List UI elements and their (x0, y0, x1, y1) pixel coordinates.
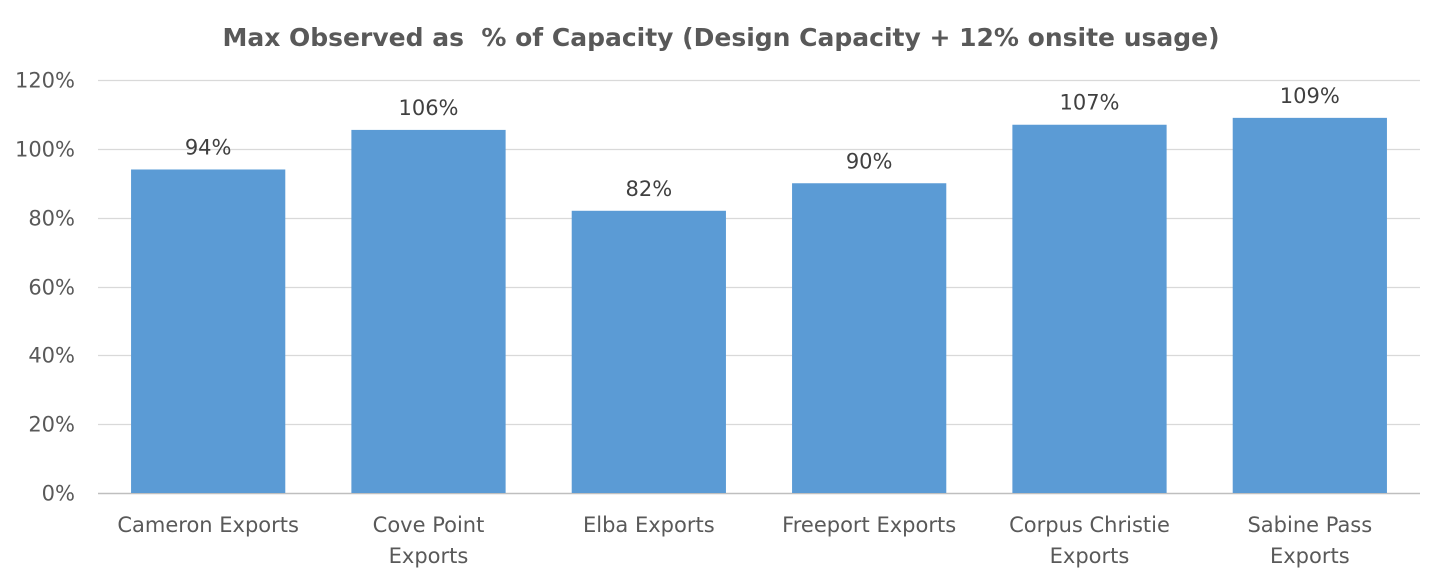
y-tick-label: 0% (42, 482, 75, 506)
x-axis: Cameron Exports Cove Point Exports Elba Exp… (117, 513, 1372, 568)
bar (792, 183, 947, 493)
y-tick-label: 80% (28, 207, 75, 231)
x-tick-label: Sabine Pass Exports (1247, 513, 1372, 568)
data-label: 109% (1280, 84, 1340, 108)
data-label: 90% (846, 149, 893, 173)
chart-title: Max Observed as % of Capacity (Design Ca… (222, 23, 1219, 52)
data-labels: 94% 106% 82% 90% 107% 109% (185, 84, 1340, 201)
bar (131, 169, 286, 493)
y-tick-label: 120% (15, 69, 75, 93)
bar (1012, 124, 1167, 493)
bar (1232, 117, 1387, 493)
data-label: 82% (625, 177, 672, 201)
y-axis: 0% 20% 40% 60% 80% 100% 120% (15, 69, 75, 506)
x-tick-label: Freeport Exports (782, 513, 956, 537)
x-tick-label: Corpus Christie Exports (1009, 513, 1170, 568)
gridlines (98, 79, 1420, 495)
x-tick-label: Elba Exports (583, 513, 715, 537)
y-tick-label: 20% (28, 413, 75, 437)
data-label: 106% (398, 96, 458, 120)
x-tick-label: Cameron Exports (117, 513, 299, 537)
data-label: 107% (1059, 91, 1119, 115)
y-tick-label: 100% (15, 138, 75, 162)
bar (571, 210, 726, 494)
y-tick-label: 40% (28, 344, 75, 368)
y-tick-label: 60% (28, 276, 75, 300)
bar (351, 129, 506, 493)
x-tick-label: Cove Point Exports (373, 513, 485, 568)
bars (131, 117, 1387, 494)
data-label: 94% (185, 135, 232, 159)
